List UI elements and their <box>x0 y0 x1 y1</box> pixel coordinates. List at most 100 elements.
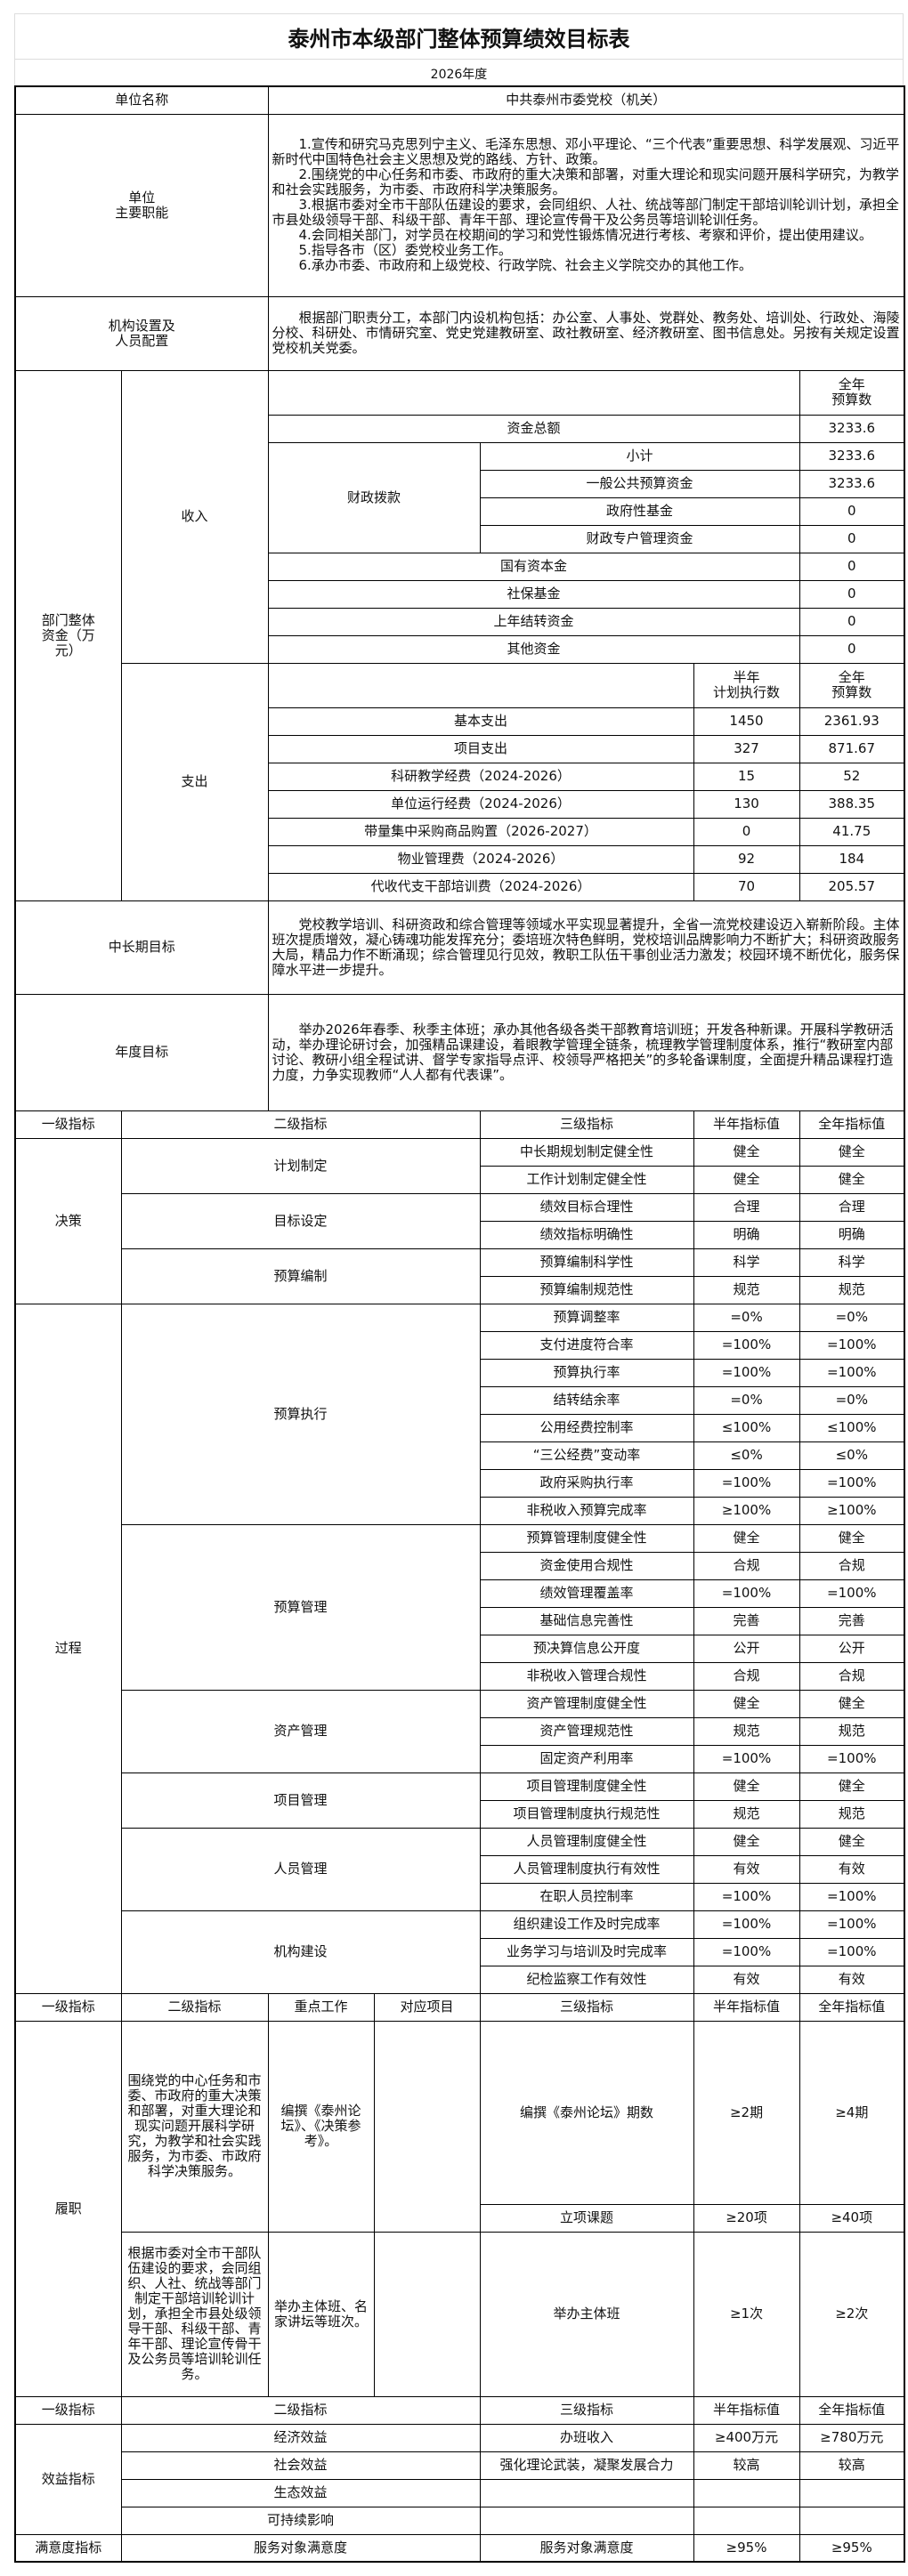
function-item: 2.围绕党的中心任务和市委、市政府的重大决策和部署，对重大理论和现实问题开展科学… <box>272 166 899 198</box>
expense-item-half: 92 <box>693 844 800 874</box>
full-year-value: ≥780万元 <box>799 2423 905 2452</box>
level3-indicator: 业务学习与培训及时完成率 <box>479 1937 694 1966</box>
level2-indicator: 预算执行 <box>120 1303 481 1525</box>
report-year: 2026年度 <box>430 67 488 82</box>
table-row: 在职人员控制率 =100% =100% <box>15 1882 905 1911</box>
level2-indicator: 预算管理 <box>120 1523 481 1691</box>
org-text-body: 根据部门职责分工，本部门内设机构包括：办公室、人事处、党群处、教务处、培训处、行… <box>272 310 900 356</box>
function-item: 1.宣传和研究马克思列宁主义、毛泽东思想、邓小平理论、“三个代表”重要思想、科学… <box>272 136 900 167</box>
annual-label: 年度目标 <box>14 993 269 1111</box>
table-row: 物业管理费（2024-2026） 92 184 <box>15 844 905 874</box>
level2-indicator: 根据市委对全市干部队伍建设的要求，会同组织、人社、统战等部门制定干部培训轮训计划… <box>120 2231 269 2397</box>
level3-indicator: 举办主体班 <box>479 2231 694 2397</box>
project <box>373 2231 481 2397</box>
full-year-value: 规范 <box>799 1275 905 1304</box>
annual-body: 举办2026年春季、秋季主体班；承办其他各级各类干部教育培训班；开发各种新课。开… <box>272 1021 894 1083</box>
expense-item-half: 327 <box>693 734 800 763</box>
functions-label: 单位 主要职能 <box>14 113 269 297</box>
full-year-value: =0% <box>799 1385 905 1415</box>
expense-item-half: 1450 <box>693 707 800 736</box>
expense-item-full: 871.67 <box>799 734 905 763</box>
level3-indicator: 项目管理制度执行规范性 <box>479 1799 694 1829</box>
half-year-value: =100% <box>693 1937 800 1966</box>
half-year-value: ≤0% <box>693 1441 800 1470</box>
table-row: 带量集中采购商品购置（2026-2027） 0 41.75 <box>15 817 905 846</box>
expense-item-label: 带量集中采购商品购置（2026-2027） <box>267 817 694 846</box>
full-year-value: =100% <box>799 1937 905 1966</box>
income-item-label: 社保基金 <box>267 579 800 609</box>
fiscal-label: 财政拨款 <box>267 441 481 553</box>
table-row: 预决算信息公开度 公开 公开 <box>15 1634 905 1663</box>
full-year-value: ≥4期 <box>799 2020 905 2205</box>
half-year-value: 健全 <box>693 1523 800 1553</box>
table-row: 资产管理规范性 规范 规范 <box>15 1716 905 1746</box>
table-row: 预算管理 预算管理制度健全性 健全 健全 <box>15 1523 905 1691</box>
half-year-value: 有效 <box>693 1854 800 1884</box>
expense-item-half: 70 <box>693 872 800 901</box>
header-half-year: 半年指标值 <box>693 2395 800 2425</box>
table-row: 可持续影响 <box>15 2506 905 2535</box>
level3-indicator: 项目管理制度健全性 <box>479 1772 694 1801</box>
table-row: 一级指标 二级指标 三级指标 半年指标值 全年指标值 <box>14 2395 905 2425</box>
table-row: 机构建设 组织建设工作及时完成率 =100% =100% <box>15 1910 905 1994</box>
function-item: 3.根据市委对全市干部队伍建设的要求，会同组织、人社、统战等部门制定干部培训轮训… <box>272 197 899 228</box>
half-year-value: 合理 <box>693 1192 800 1222</box>
table-row: 预算编制规范性 规范 规范 <box>15 1275 905 1304</box>
half-year-value: =100% <box>693 1579 800 1608</box>
header-level1: 一级指标 <box>14 2395 122 2425</box>
expense-item-half: 130 <box>693 789 800 819</box>
table-row: 政府性基金 0 <box>15 497 905 526</box>
fund-total-value: 3233.6 <box>799 414 905 443</box>
unit-name-value: 中共泰州市委党校（机关） <box>267 85 905 115</box>
level1-indicator: 履职 <box>14 2020 122 2397</box>
table-row: 项目管理 项目管理制度健全性 健全 健全 <box>15 1772 905 1829</box>
header-key-work: 重点工作 <box>267 1992 375 2022</box>
table-row: 非税收入预算完成率 ≥100% ≥100% <box>15 1496 905 1525</box>
expense-item-label: 单位运行经费（2024-2026） <box>267 789 694 819</box>
level3-indicator: 结转结余率 <box>479 1385 694 1415</box>
full-year-value: 健全 <box>799 1137 905 1167</box>
expense-item-full: 184 <box>799 844 905 874</box>
full-year-value: 有效 <box>799 1965 905 1994</box>
table-row: 预算执行率 =100% =100% <box>15 1358 905 1387</box>
fiscal-item-label: 财政专户管理资金 <box>479 524 800 553</box>
full-year-value: =100% <box>799 1744 905 1773</box>
full-year-value: 合理 <box>799 1192 905 1222</box>
income-item-value: 0 <box>799 634 905 664</box>
full-year-value: 健全 <box>799 1523 905 1553</box>
level3-indicator: 强化理论武装，凝聚发展合力 <box>479 2451 694 2480</box>
fiscal-item-value: 0 <box>799 524 905 553</box>
half-year-value: =100% <box>693 1358 800 1387</box>
level1-indicator: 决策 <box>14 1137 122 1304</box>
full-year-value: ≥95% <box>799 2533 905 2563</box>
table-row: 支付进度符合率 =100% =100% <box>15 1330 905 1360</box>
full-year-value: 规范 <box>799 1799 905 1829</box>
expense-item-label: 基本支出 <box>267 707 694 736</box>
table-row: 资金使用合规性 合规 合规 <box>15 1551 905 1580</box>
level2-indicator: 可持续影响 <box>120 2506 481 2535</box>
level3-indicator: 基础信息完善性 <box>479 1606 694 1635</box>
half-year-value: =100% <box>693 1882 800 1911</box>
full-year-value: =100% <box>799 1882 905 1911</box>
table-row: 资产管理 资产管理制度健全性 健全 健全 <box>15 1689 905 1773</box>
table-row: 绩效指标明确性 明确 明确 <box>15 1220 905 1249</box>
level2-indicator: 目标设定 <box>120 1192 481 1249</box>
level3-indicator <box>479 2478 694 2507</box>
org-label: 机构设置及 人员配置 <box>14 295 269 371</box>
long-term-text: 党校教学培训、科研资政和综合管理等领域水平实现显著提升，全省一流党校建设迈入崭新… <box>267 900 905 995</box>
full-year-value: =100% <box>799 1910 905 1939</box>
header-project: 对应项目 <box>373 1992 481 2022</box>
half-year-value: ≥1次 <box>693 2231 800 2397</box>
table-row: 过程 预算执行 预算调整率 =0% =0% <box>14 1303 905 1994</box>
table-row: 机构设置及 人员配置 根据部门职责分工，本部门内设机构包括：办公室、人事处、党群处… <box>14 295 905 371</box>
key-work: 编撰《泰州论坛》、《决策参考》。 <box>267 2020 375 2233</box>
table-row: 预算编制 预算编制科学性 科学 科学 <box>15 1248 905 1304</box>
header-half-year: 半年指标值 <box>693 1992 800 2022</box>
half-year-value: =0% <box>693 1303 800 1332</box>
full-year-value: ≥100% <box>799 1496 905 1525</box>
expense-item-half: 15 <box>693 762 800 791</box>
table-row: 社保基金 0 <box>15 579 905 609</box>
half-year-value: 科学 <box>693 1248 800 1277</box>
level2-indicator: 计划制定 <box>120 1137 481 1194</box>
header-level2: 二级指标 <box>120 1110 481 1139</box>
